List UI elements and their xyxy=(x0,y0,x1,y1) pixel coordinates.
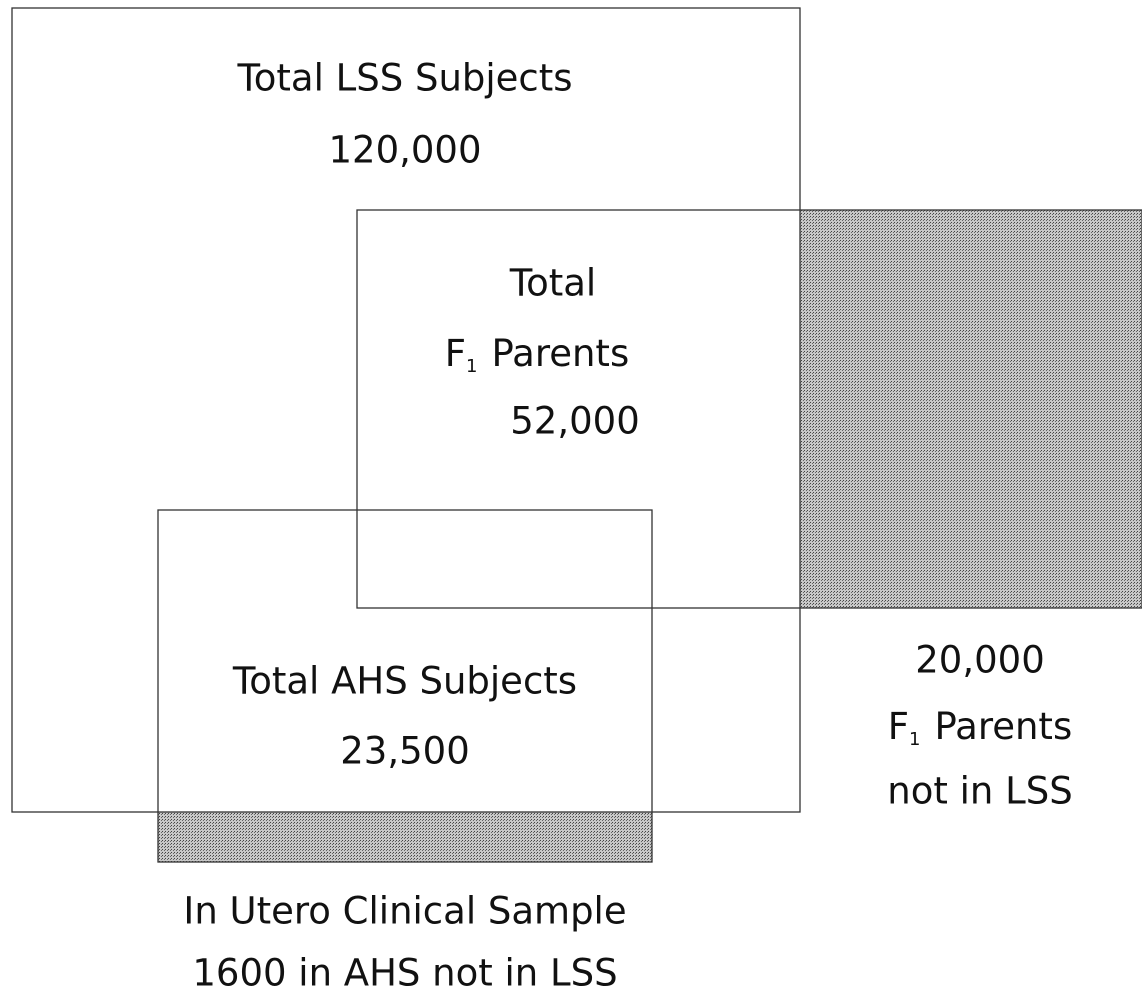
label: F1 Parents xyxy=(445,332,629,378)
label: F1 Parents xyxy=(888,705,1072,751)
label: Total LSS Subjects xyxy=(236,57,572,100)
label: Total AHS Subjects xyxy=(232,660,577,703)
f1-box xyxy=(356,209,1142,609)
label: 20,000 xyxy=(915,639,1044,682)
subscript: 1 xyxy=(909,729,920,750)
label: Parents xyxy=(492,332,630,375)
label: Parents xyxy=(935,705,1073,748)
ahs-box xyxy=(157,509,653,863)
label: 120,000 xyxy=(328,129,481,172)
label: F xyxy=(888,705,909,748)
label: not in LSS xyxy=(887,770,1072,813)
label: 52,000 xyxy=(510,400,639,443)
f1-outside-region xyxy=(800,210,1142,608)
lss-box xyxy=(11,7,801,813)
label: 1600 in AHS not in LSS xyxy=(192,952,617,995)
label: 23,500 xyxy=(340,730,469,773)
label: F xyxy=(445,332,466,375)
label: Total xyxy=(509,262,596,305)
subscript: 1 xyxy=(466,356,477,377)
in-utero-region xyxy=(158,812,652,862)
label: In Utero Clinical Sample xyxy=(183,890,626,933)
